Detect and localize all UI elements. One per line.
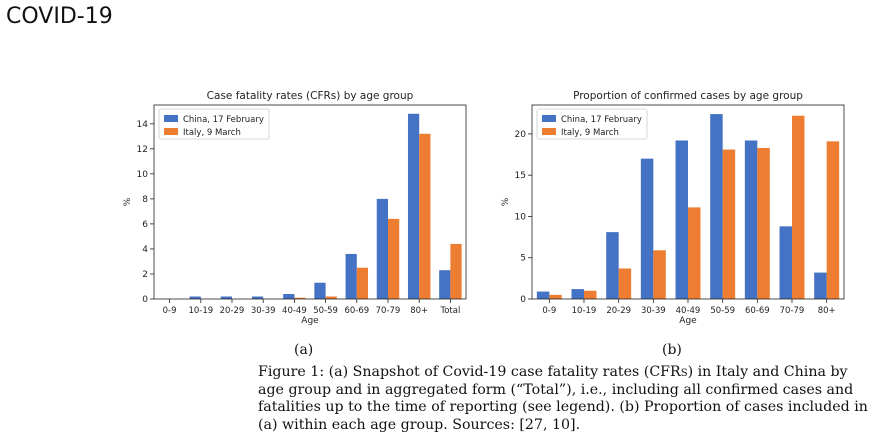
y-tick-label: 4 <box>142 245 148 255</box>
bar-50-59-series-1 <box>722 149 736 299</box>
bar-70-79-series-1 <box>388 218 400 299</box>
x-tick-label: 30-39 <box>251 306 276 316</box>
legend-box <box>158 108 270 140</box>
y-axis-label: % <box>123 197 133 206</box>
chart-b: Proportion of confirmed cases by age gro… <box>501 90 845 326</box>
x-tick-label: Total <box>439 306 460 316</box>
chart-a: Case fatality rates (CFRs) by age group 0… <box>123 90 467 326</box>
bar-Total-series-0 <box>439 270 451 299</box>
x-tick-label: 0-9 <box>542 306 556 316</box>
bar-Total-series-1 <box>450 243 462 299</box>
x-tick-label: 60-69 <box>344 306 369 316</box>
y-tick-label: 14 <box>137 120 149 130</box>
bar-10-19-series-0 <box>571 289 584 299</box>
bar-0-9-series-1 <box>549 294 562 299</box>
x-tick-label: 20-29 <box>606 306 631 316</box>
x-tick-label: 10-19 <box>572 306 597 316</box>
bar-40-49-series-1 <box>294 297 306 299</box>
bar-80+-series-1 <box>826 141 840 299</box>
y-tick-label: 10 <box>515 212 527 222</box>
legend-swatch <box>542 115 556 122</box>
x-tick-label: 30-39 <box>641 306 666 316</box>
x-axis-label: Age <box>301 316 319 326</box>
subfigure-label-a: (a) <box>294 342 314 358</box>
bar-70-79-series-1 <box>792 115 805 299</box>
legend: China, 17 February Italy, 9 March <box>536 108 648 140</box>
y-tick-label: 8 <box>142 195 148 205</box>
bar-0-9-series-0 <box>536 291 550 299</box>
x-tick-label: 80+ <box>818 306 836 316</box>
legend-box <box>536 108 648 140</box>
x-tick-label: 70-79 <box>376 306 401 316</box>
bar-70-79-series-0 <box>779 226 792 299</box>
y-tick-label: 20 <box>515 130 527 140</box>
bar-10-19-series-1 <box>584 290 597 299</box>
plot-frame <box>153 104 467 300</box>
legend-entry: China, 17 February <box>561 115 642 125</box>
bar-60-69-series-0 <box>345 253 357 299</box>
x-tick-label: 40-49 <box>676 306 701 316</box>
y-tick-label: 0 <box>520 295 526 305</box>
x-tick-label: 70-79 <box>780 306 805 316</box>
chart-title: Proportion of confirmed cases by age gro… <box>573 90 803 102</box>
bar-50-59-series-1 <box>325 296 337 299</box>
legend-entry: Italy, 9 March <box>183 128 241 138</box>
x-tick-label: 20-29 <box>220 306 245 316</box>
bar-80+-series-1 <box>419 133 431 299</box>
bar-80+-series-0 <box>814 272 827 299</box>
bar-20-29-series-1 <box>618 268 632 299</box>
bar-50-59-series-0 <box>710 114 723 299</box>
legend-swatch <box>164 115 178 122</box>
figure-caption: Figure 1: (a) Snapshot of Covid-19 case … <box>258 364 868 434</box>
y-axis-label: % <box>501 197 511 206</box>
y-tick-label: 5 <box>520 254 526 264</box>
caption-part-1: Figure 1: (a) Snapshot of Covid-19 case … <box>258 364 650 380</box>
legend-entry: China, 17 February <box>183 115 264 125</box>
bar-20-29-series-0 <box>606 232 619 299</box>
legend: China, 17 February Italy, 9 March <box>158 108 270 140</box>
bar-70-79-series-0 <box>376 198 388 299</box>
bar-40-49-series-0 <box>283 293 295 299</box>
x-tick-label: 80+ <box>410 306 428 316</box>
bar-20-29-series-0 <box>220 296 232 299</box>
chart-title: Case fatality rates (CFRs) by age group <box>207 90 414 102</box>
y-tick-label: 15 <box>515 171 526 181</box>
x-tick-label: 60-69 <box>745 306 770 316</box>
legend-swatch <box>164 128 178 135</box>
bar-40-49-series-1 <box>688 207 701 299</box>
bar-30-39-series-1 <box>653 250 666 299</box>
legend-entry: Italy, 9 March <box>561 128 619 138</box>
x-tick-label: 50-59 <box>313 306 338 316</box>
caption-abbrev: CFRs <box>649 364 688 380</box>
slide-title: COVID-19 <box>6 4 113 29</box>
bar-80+-series-0 <box>407 113 420 299</box>
bar-60-69-series-1 <box>757 147 770 299</box>
bar-40-49-series-0 <box>675 140 688 299</box>
x-tick-label: 0-9 <box>163 306 177 316</box>
bar-30-39-series-0 <box>640 158 654 299</box>
bar-60-69-series-1 <box>356 267 369 299</box>
x-tick-label: 10-19 <box>188 306 213 316</box>
bar-60-69-series-0 <box>744 140 758 299</box>
legend-swatch <box>542 128 556 135</box>
y-tick-label: 6 <box>142 220 148 230</box>
x-axis-label: Age <box>679 316 697 326</box>
y-tick-label: 2 <box>142 270 148 280</box>
x-tick-label: 40-49 <box>282 306 307 316</box>
y-tick-label: 10 <box>137 170 149 180</box>
y-tick-label: 12 <box>137 145 148 155</box>
x-tick-label: 50-59 <box>710 306 735 316</box>
caption-part-2: ) in Italy and China by age group and in… <box>258 364 868 433</box>
bar-50-59-series-0 <box>314 282 326 299</box>
subfigure-label-b: (b) <box>662 342 682 358</box>
bar-30-39-series-0 <box>251 296 264 299</box>
bar-10-19-series-0 <box>189 296 201 299</box>
y-tick-label: 0 <box>142 295 148 305</box>
